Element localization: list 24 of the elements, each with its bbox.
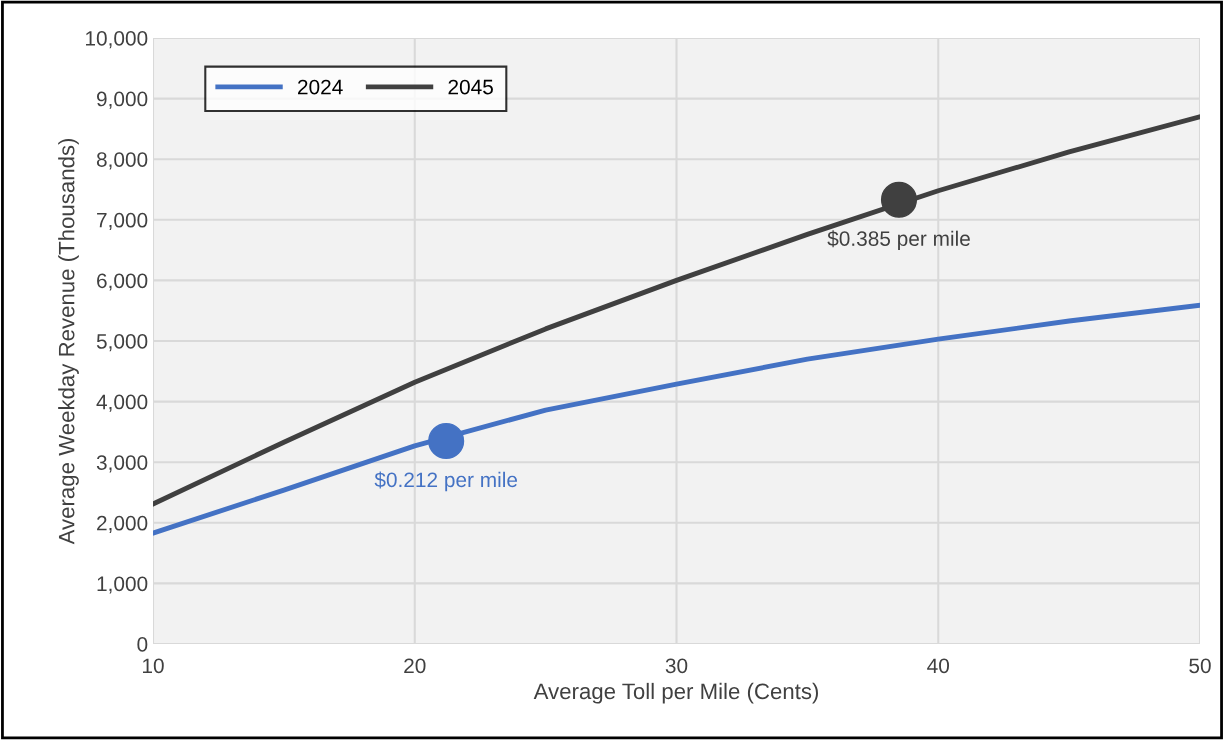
line-series [153,114,1200,507]
y-tick-label: 0 [137,637,148,652]
y-tick-label: 1,000 [97,576,148,594]
y-tick-label: 6,000 [97,273,148,291]
y-tick-label: 3,000 [96,455,148,473]
y-tick-label: 2,000 [97,515,148,534]
y-tick-label: 9,000 [96,91,148,109]
legend-label: 2024 [298,79,343,95]
x-axis-title: Average Toll per Mile (Cents) [533,682,818,704]
y-axis-title: Average Weekday Revenue (Thousands) [58,138,79,545]
line-series [153,302,1200,536]
y-tick-label: 8,000 [96,152,148,170]
x-tick-label: 40 [927,658,950,674]
x-tick-label: 10 [143,658,164,674]
y-tick-label: 4,000 [96,394,148,412]
y-tick-label: 10,000 [86,31,148,49]
x-tick-label: 50 [1189,658,1211,674]
x-tick-label: 20 [404,658,426,674]
annotation: $0.212 per mile [374,471,518,492]
y-tick-label: 5,000 [96,334,148,352]
y-tick-label: 7,000 [97,212,148,231]
legend-label: 2045 [448,79,493,95]
annotation: $0.385 per mile [827,230,970,251]
x-tick-label: 30 [665,658,688,674]
